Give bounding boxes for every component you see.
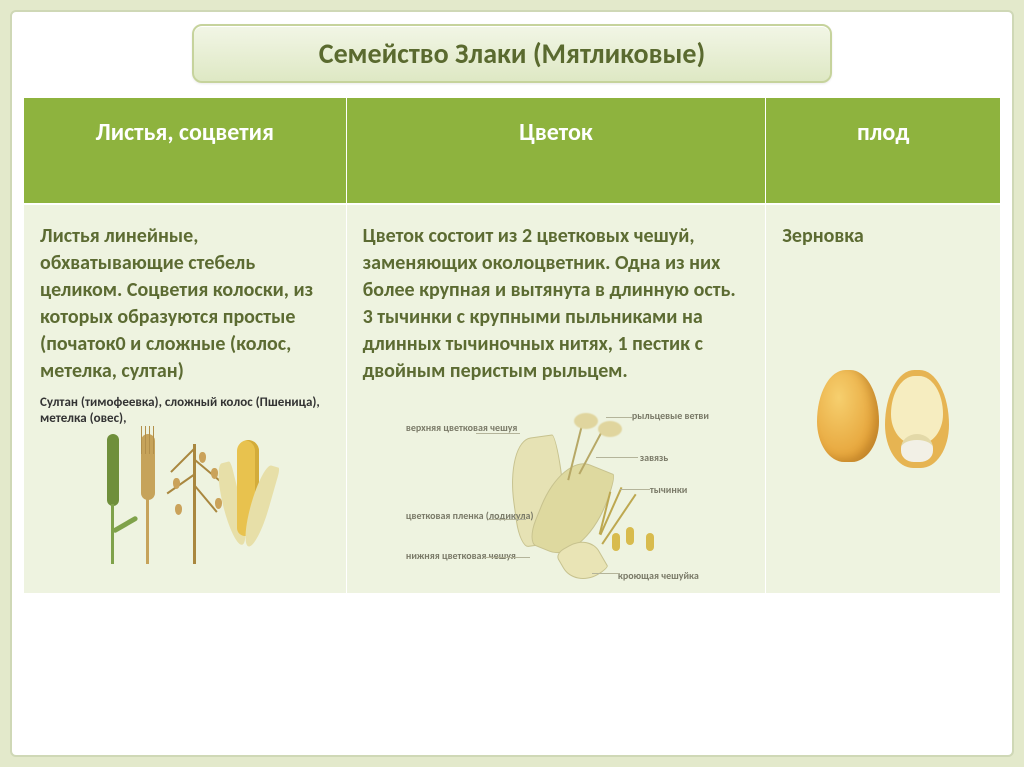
caryopsis-figure	[782, 370, 984, 468]
inflorescence-figure	[40, 434, 330, 564]
cell-flower: Цветок состоит из 2 цветковых чешуй, зам…	[346, 204, 766, 593]
col-header-leaves: Листья, соцветия	[24, 98, 346, 205]
oat-panicle-icon	[169, 434, 219, 564]
fruit-text: Зерновка	[782, 223, 984, 250]
lbl-stigma: рыльцевые ветви	[632, 409, 709, 423]
corn-cob-icon	[225, 434, 271, 564]
lbl-ovary: завязь	[640, 451, 668, 465]
grain-whole-icon	[817, 370, 879, 462]
col-header-fruit: плод	[766, 98, 1000, 205]
slide-title: Семейство Злаки (Мятликовые)	[192, 24, 832, 83]
slide-frame: Семейство Злаки (Мятликовые) Листья, соц…	[10, 10, 1014, 757]
cell-fruit: Зерновка	[766, 204, 1000, 593]
leaves-caption: Султан (тимофеевка), сложный колос (Пшен…	[40, 395, 330, 426]
leaves-text: Листья линейные, обхватывающие стебель ц…	[40, 223, 330, 385]
info-table: Листья, соцветия Цветок плод Листья лине…	[24, 97, 1000, 593]
flower-diagram: верхняя цветковая чешуя цветковая пленка…	[406, 391, 706, 581]
lbl-lodicule: цветковая пленка (лодикула)	[406, 509, 534, 523]
timothy-icon	[99, 434, 127, 564]
lbl-stamens: тычинки	[650, 483, 687, 497]
wheat-ear-icon	[133, 434, 163, 564]
cell-leaves: Листья линейные, обхватывающие стебель ц…	[24, 204, 346, 593]
grain-section-icon	[885, 370, 949, 468]
col-header-flower: Цветок	[346, 98, 766, 205]
flower-text: Цветок состоит из 2 цветковых чешуй, зам…	[363, 223, 750, 385]
lbl-lemma: нижняя цветковая чешуя	[406, 549, 516, 563]
lbl-rachilla: кроющая чешуйка	[618, 569, 699, 583]
